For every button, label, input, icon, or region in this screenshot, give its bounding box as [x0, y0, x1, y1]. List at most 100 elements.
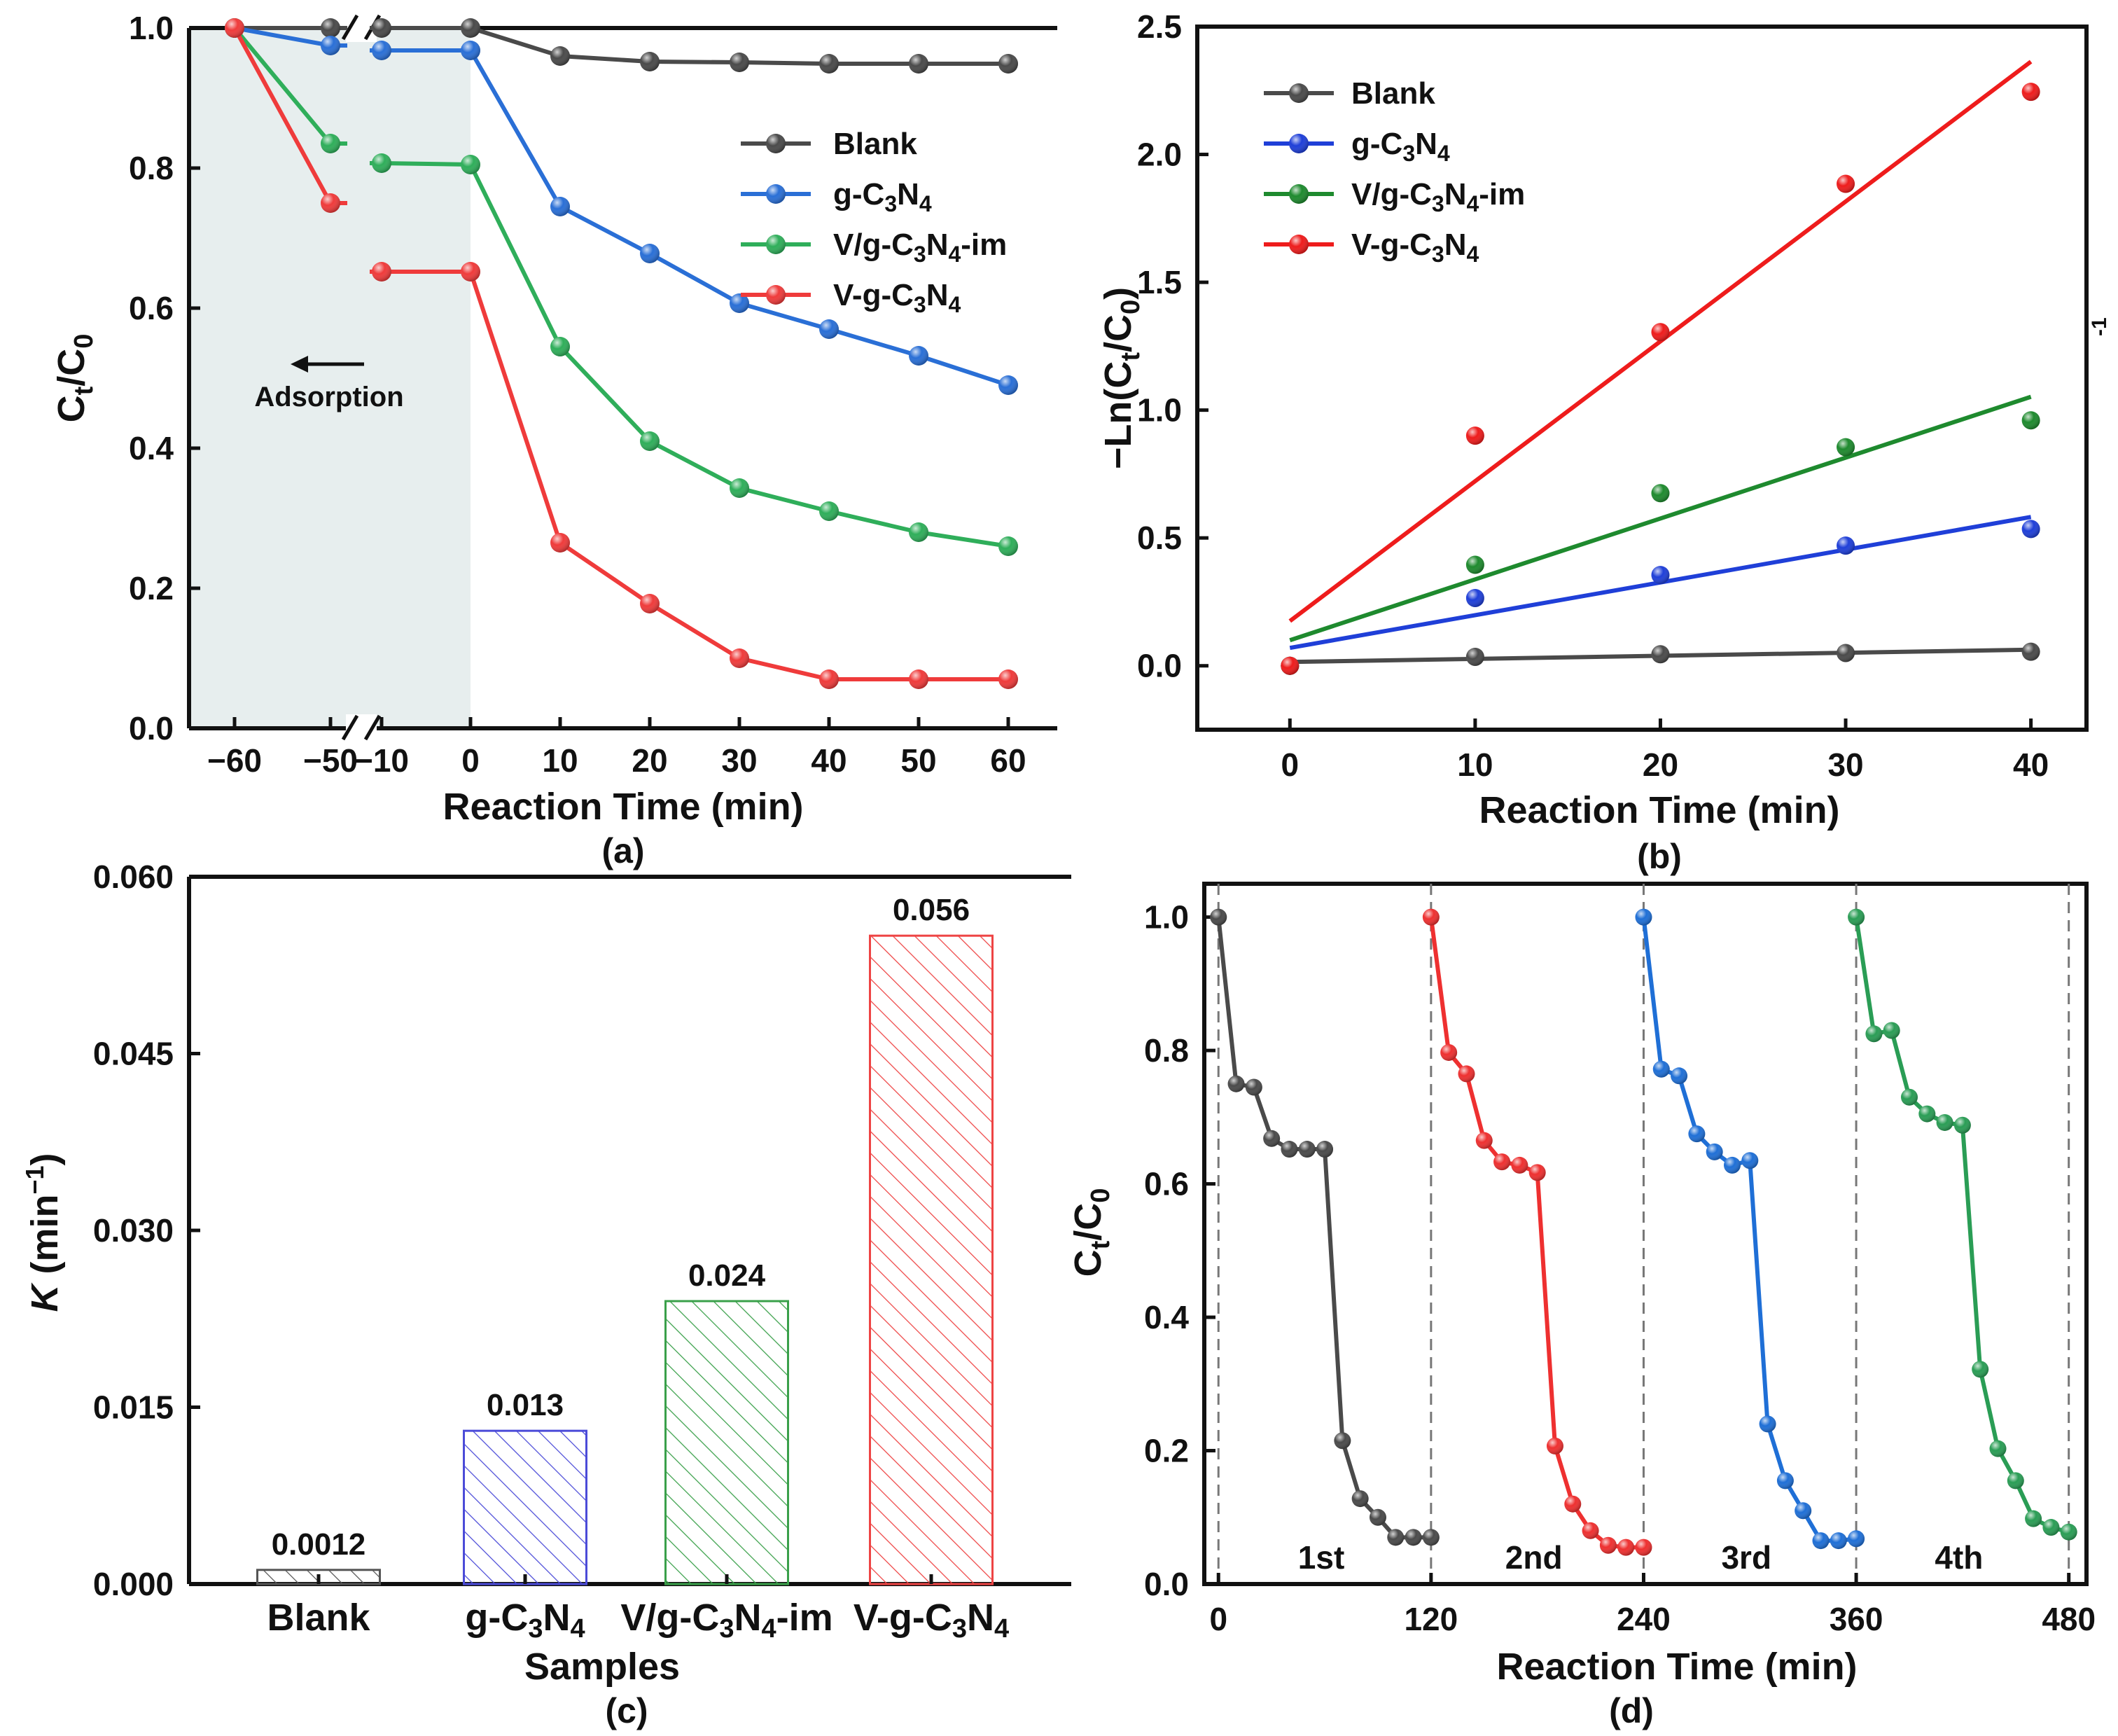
a-y-tick-label: 0.6: [129, 290, 174, 326]
d-series-3rd-point-shine: [1776, 1472, 1794, 1490]
b-series-v-g-c3n4-points: [1281, 83, 2040, 675]
panel-d: 0.0 0.2 0.4 0.6 0.8 1.0 0 120 240 360 480 1st 2nd 3r…: [1067, 882, 2096, 1730]
a-series-v-g-c3n4-point-shine: [640, 594, 660, 613]
d-series-4th-point-shine: [2007, 1472, 2024, 1490]
a-series-blank-point: [730, 53, 749, 72]
d-series-2nd-point-shine: [1582, 1522, 1599, 1539]
d-series-1st-point: [1369, 1508, 1386, 1526]
d-series-2nd-point: [1617, 1539, 1635, 1556]
d-series-2nd-point-shine: [1422, 908, 1440, 926]
svg-text:K (min−1): K (min−1): [20, 1153, 66, 1312]
d-series-2nd-point-shine: [1617, 1539, 1635, 1556]
d-series-4th-point-shine: [1918, 1105, 1936, 1123]
d-series-2nd-point-shine: [1564, 1495, 1582, 1513]
a-y-tick-label: 0.8: [129, 150, 174, 186]
b-series-v-g-c3n4-point-shine: [1465, 426, 1484, 445]
d-x-tick-label: 480: [2042, 1601, 2096, 1637]
b-series-v-g-c3n4-point-shine: [1281, 656, 1300, 675]
a-y-axis-title: Ct/C0: [50, 334, 99, 423]
a-series-g-c3n4-point: [321, 36, 340, 55]
b-series-blank-point: [2021, 642, 2040, 661]
d-series-3rd-point: [1723, 1156, 1741, 1174]
d-series-4th-point-shine: [1936, 1113, 1953, 1131]
d-series-2nd-point: [1528, 1164, 1546, 1181]
panel-label-d: (d): [1609, 1691, 1654, 1730]
d-series-3rd: [1635, 908, 1865, 1550]
d-series-2nd-point: [1635, 1539, 1652, 1556]
a-series-g-c3n4-point: [819, 319, 839, 339]
b-series-blank-point: [1837, 644, 1855, 662]
d-series-3rd-point-shine: [1688, 1125, 1706, 1143]
b-series-v-g-c3n4-im-point: [1465, 555, 1484, 574]
c-x-axis-title: Samples: [524, 1646, 680, 1688]
c-bar-v-g-c3n4: [869, 934, 994, 1585]
d-series-2nd-point: [1511, 1156, 1528, 1174]
d-series-1st-point-shine: [1351, 1490, 1369, 1508]
b-legend-label-blank: Blank: [1351, 76, 1435, 111]
a-series-blank-point: [372, 18, 391, 38]
b-x-tick-label: 30: [1827, 747, 1863, 783]
c-y-tick-label: 0.045: [93, 1036, 174, 1072]
d-series-4th-point-shine: [2025, 1510, 2042, 1527]
d-series-2nd-point: [1475, 1132, 1493, 1149]
b-series-blank-point: [1465, 647, 1484, 666]
a-series-v-g-c3n4: [225, 18, 1018, 689]
a-series-v-g-c3n4-point: [730, 648, 749, 668]
d-frame: [1202, 882, 2089, 1586]
a-series-v-g-c3n4-im-line-pre: [232, 27, 333, 145]
c-bar-g-c3n4: [463, 1429, 587, 1585]
b-series-blank-point-shine: [1651, 645, 1670, 664]
c-y-axis-title: K (min−1): [20, 1153, 66, 1312]
a-series-g-c3n4-point-shine: [461, 41, 480, 60]
a-legend-marker-g-c3n4-shine: [766, 184, 786, 204]
b-series-g-c3n4-point: [1465, 588, 1484, 607]
d-series-1st-point: [1210, 908, 1227, 926]
a-series-v-g-c3n4-point: [998, 669, 1018, 689]
d-series-2nd: [1422, 908, 1652, 1556]
a-series-v-g-c3n4-point: [909, 669, 928, 689]
d-series-3rd-point-shine: [1741, 1152, 1759, 1169]
b-series-v-g-c3n4-point-shine: [1651, 323, 1670, 342]
d-series-2nd-point-shine: [1458, 1065, 1475, 1083]
b-series-v-g-c3n4-im-point: [1837, 438, 1855, 457]
d-series-3rd-point: [1776, 1472, 1794, 1490]
a-series-v-g-c3n4-point-shine: [461, 262, 480, 282]
a-legend-marker-blank: [766, 134, 786, 153]
b-legend-marker-v-g-c3n4: [1289, 235, 1309, 254]
a-series-blank-point: [640, 52, 660, 71]
b-legend-label-g-c3n4: g-C3N4: [1351, 127, 1450, 166]
a-legend-label-blank: Blank: [833, 127, 917, 161]
a-series-blank-point-shine: [909, 54, 928, 74]
b-y-tick-label: 0.5: [1137, 520, 1182, 556]
d-series-4th-point-shine: [1848, 908, 1865, 926]
d-series-1st-point-shine: [1227, 1075, 1245, 1092]
a-series-g-c3n4-point-shine: [730, 293, 749, 313]
d-x-axis-title: Reaction Time (min): [1496, 1646, 1857, 1688]
d-series-4th-point: [2007, 1472, 2024, 1490]
b-legend-marker-blank: [1289, 83, 1309, 103]
d-series-2nd-line: [1428, 917, 1644, 1550]
d-series-4th-point: [2042, 1519, 2060, 1536]
b-series-v-g-c3n4-im-point: [1651, 484, 1670, 503]
d-series-2nd-point-shine: [1528, 1164, 1546, 1181]
a-series-v-g-c3n4-im-point-shine: [461, 155, 480, 174]
d-x-tick-label: 0: [1209, 1601, 1227, 1637]
a-series-g-c3n4-line-pre: [234, 26, 331, 48]
a-series-g-c3n4-point-shine: [372, 41, 391, 60]
d-series-4th-point: [2025, 1510, 2042, 1527]
a-series-v-g-c3n4-point: [461, 262, 480, 282]
b-series-v-g-c3n4-im-point-shine: [2021, 411, 2040, 430]
b-series-v-g-c3n4-im-point-shine: [1651, 484, 1670, 503]
b-legend: Blank g-C3N4 V/g-C3N4-im V-g-C3N4: [1264, 76, 1525, 267]
d-series-3rd-point: [1812, 1532, 1830, 1550]
d-series-4th-point: [1989, 1440, 2007, 1457]
b-legend-marker-v-g-c3n4-shine: [1289, 235, 1309, 254]
d-series-1st-point-shine: [1245, 1078, 1262, 1096]
a-legend: Blank g-C3N4 V/g-C3N4-im V-g-C3N4: [741, 127, 1007, 317]
a-series-blank-point-shine: [640, 52, 660, 71]
b-legend-marker-v-g-c3n4-im-shine: [1289, 184, 1309, 204]
d-series-1st-point: [1405, 1529, 1422, 1546]
b-legend-label-v-g-c3n4-im: V/g-C3N4-im: [1351, 177, 1525, 216]
a-axis-break-bottom: [341, 714, 382, 741]
